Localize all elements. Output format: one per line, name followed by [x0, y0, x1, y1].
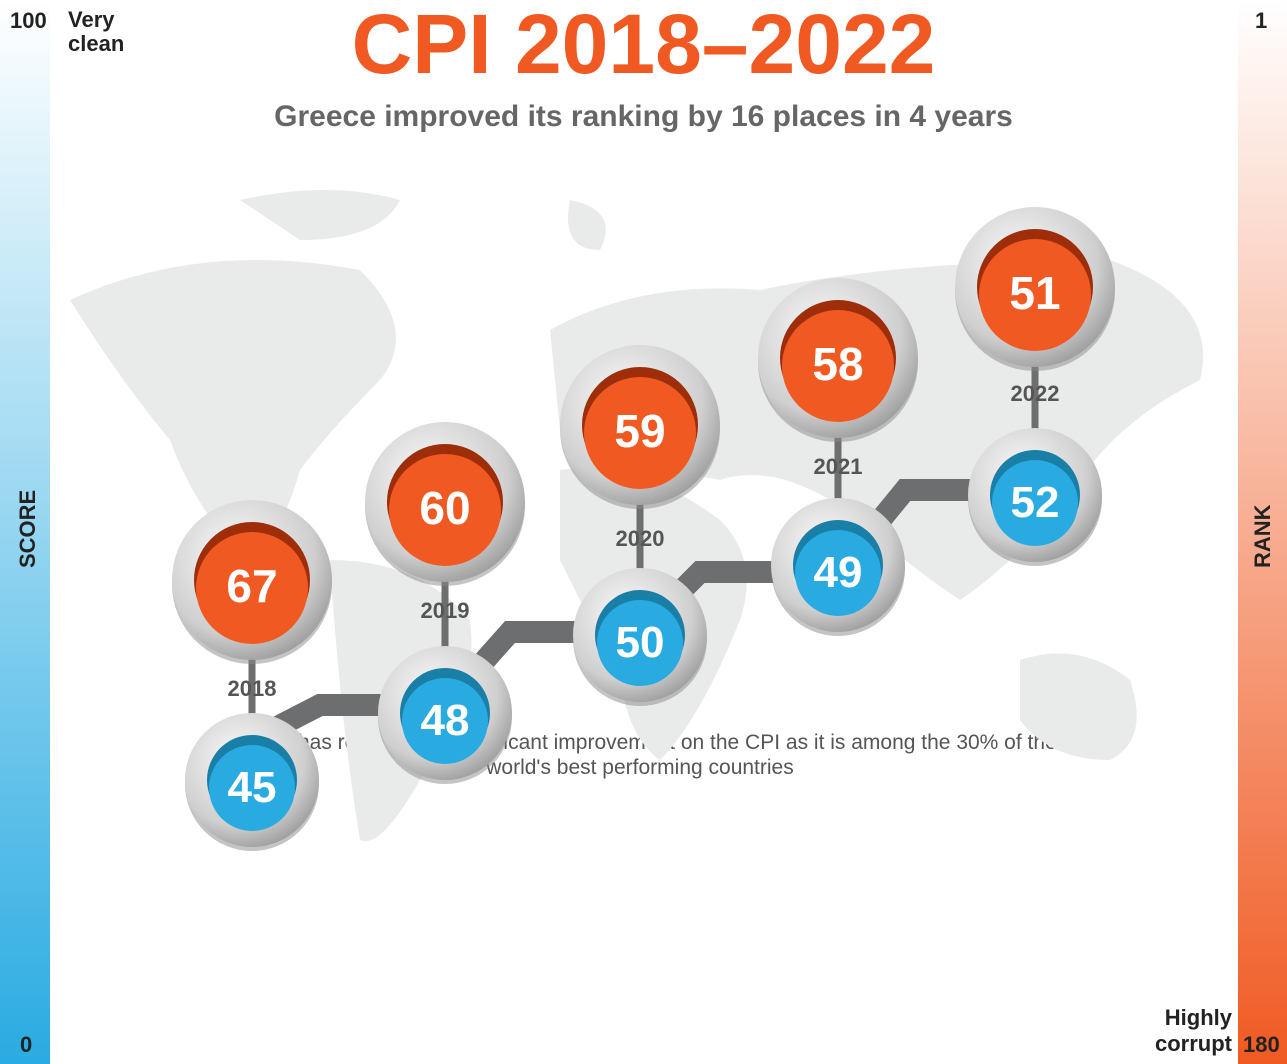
items: 2018 67 45 2019 60 48 2020 59 50 2021 58 49 2022 51 52	[172, 207, 1115, 851]
dot	[209, 745, 295, 831]
dot	[196, 532, 308, 644]
dot	[584, 377, 696, 489]
value: 60	[419, 482, 470, 534]
value: 48	[421, 696, 470, 745]
dot	[782, 310, 894, 422]
rank-bar	[1238, 0, 1287, 1064]
rank-bottom: 180	[1243, 1032, 1280, 1057]
year: 2020	[616, 526, 665, 551]
dot	[389, 454, 501, 566]
subtitle: Greece improved its ranking by 16 places…	[274, 100, 1013, 133]
year: 2018	[228, 676, 277, 701]
value: 67	[226, 560, 277, 612]
value: 45	[228, 763, 277, 812]
year: 2022	[1011, 381, 1060, 406]
value: 58	[812, 338, 863, 390]
score-bottom: 0	[20, 1032, 33, 1057]
dot	[597, 600, 683, 686]
year: 2019	[421, 598, 470, 623]
score-top: 100	[10, 8, 47, 33]
value: 49	[814, 548, 863, 597]
dot	[992, 460, 1078, 546]
score-top-label: Very clean	[68, 7, 125, 56]
dot	[795, 530, 881, 616]
rank-top: 1	[1255, 8, 1268, 33]
score-bar	[0, 0, 50, 1064]
dot	[402, 678, 488, 764]
title: CPI 2018–2022	[351, 0, 936, 91]
value: 52	[1011, 478, 1060, 527]
value: 51	[1009, 267, 1060, 319]
dot	[979, 239, 1091, 351]
value: 50	[616, 618, 665, 667]
year: 2021	[814, 454, 863, 479]
value: 59	[614, 405, 665, 457]
rank-bottom-label: Highly corrupt	[1155, 1005, 1232, 1056]
